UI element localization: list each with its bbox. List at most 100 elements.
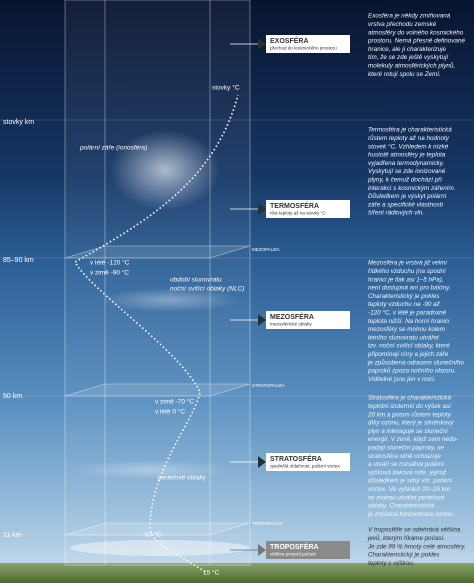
temperature-label: 15 °C [203,569,220,577]
layer-description: Mezosféra je vrstva již velmi [368,260,447,267]
temperature-label: -57 °C [143,531,162,539]
layer-tag [266,541,350,559]
layer-description: energií. V zimě, když sem nedo- [368,436,458,443]
layer-description: růstem teploty až na hodnoty [368,134,450,142]
layer-description: hranice, ale ji charakterizuje [368,46,447,53]
altitude-label: 85–90 km [3,257,34,264]
layer-description: molekuly atmosférických plynů, [368,61,455,69]
nlc-label: noční svítící oblaky (NLC) [170,286,244,293]
tag-arrow [258,314,266,326]
layer-description: tím, že se zde ještě vyskytují [368,54,449,61]
altitude-label: 50 km [3,393,22,400]
layer-description: stratosféra silně ochlazuje [368,453,441,460]
temperature-label: v létě 0 °C [155,408,185,416]
layer-description: výšková tlaková níže, jejímž [368,469,447,476]
tropo-cloud [70,540,250,556]
layer-description: prostoru. Nemá přesně definované [367,38,465,45]
layer-description: šíření rádiových vln. [368,210,424,217]
boundary-label: MEZOPAUZA [252,247,280,252]
layer-description: plyn a interaguje se sluneční [367,428,449,435]
tag-arrow [258,544,266,556]
nacreous-label: perleťové oblaky [157,475,207,482]
layer-description: plyny, k čemuž dochází při [367,176,442,183]
layer-description: padají sluneční paprsky, se [367,444,444,451]
temperature-label: stovky °C [212,84,240,92]
layer-subtitle: většina projevů počasí [270,551,316,557]
altitude-label: stovky km [3,119,34,126]
layer-description: vortex. Ve výškách 20–25 km [368,486,450,493]
boundary-label: TROPOPAUZA [252,521,283,526]
layer-description: 20 km a potom růstem teploty [367,410,452,418]
layer-name: TROPOSFÉRA [270,542,319,551]
layer-description: mezosféry se mohou kolem [368,326,445,333]
ground [0,563,474,583]
tag-arrow [258,456,266,468]
layer-description: teplota nižší. Na horní hranici [368,318,450,325]
layer-description: je způsobena odrazem slunečního [367,358,464,366]
layer-tag [266,453,350,471]
boundary-label: STRATOPAUZA [252,383,285,388]
layer-description: Charakteristický je pokles [368,552,440,559]
layer-description: vrstva přechodu zemské [368,21,437,28]
layer-description: které rotují spolu se Zemí. [368,71,441,78]
layer-description: díky ozónu, který je silněnkový [368,420,454,427]
layer-description: Termosféra je charakteristická [368,127,452,134]
nlc-label: období slunovratu [170,277,222,284]
tag-arrow [258,203,266,215]
layer-description: paprsků zpoza nočního obzoru. [367,367,456,375]
layer-subtitle: přechod do kosmického prostoru [270,46,337,51]
layer-description: Charakteristický je pokles [368,293,440,300]
layer-description: Je zde 99 % hmoty celé atmosféry. [367,543,466,550]
column [64,0,251,566]
layer-description: atmosféry do volného kosmického [368,29,464,36]
temperature-label: v zimě -90 °C [90,269,129,277]
layer-description: důsledkem je silný vítr, polární [368,477,454,485]
layer-description: teplotní izotermií do výšek asi [368,403,451,410]
layer-description: hustotě atmosféry je teplota [368,152,446,159]
layer-description: teploty vzduchu na -90 až [368,301,441,308]
layer-description: V troposféře se odehrává většina [368,527,461,534]
layer-description: Viditelné jsou jen v noci. [368,376,435,383]
nacreous-cloud [70,460,230,480]
layer-description: letního slunovratu utvářet [368,334,439,341]
layer-description: připomínají cirry a jejich záře [367,351,449,358]
layer-description: stovek °C. Vzhledem k nízké [368,142,449,150]
layer-description: se mohou utvářet perleťové [368,494,445,501]
layer-description: a utváří se rozsáhlá polární [368,461,445,468]
altitude-lines [0,119,474,536]
layer-name: MEZOSFÉRA [270,312,314,321]
temperature-label: v létě -120 °C [90,259,130,267]
layer-description: interakci s kosmickým zářením. [368,185,455,192]
layer-description: je zvýšená koncentrace ozónu. [367,511,454,518]
layer-description: teploty s výškou. [368,560,415,567]
aurora-label: polární záře (ionosféra) [79,145,147,152]
temperature-curve [73,94,239,573]
layer-description: záře a specifické vlastnosti [367,201,443,208]
layer-description: jevů, kterým říkáme počasí. [367,534,445,542]
layer-tag [266,311,350,329]
temperature-label: v zimě -70 °C [155,398,194,406]
layer-description: Exosféra je někdy zmiňovaná [368,13,451,20]
layer-description: řídkého vzduchu (na spodní [368,268,447,275]
aurora [110,130,220,210]
layer-subtitle: mezosférické oblaky [270,322,312,327]
layer-description: -120 °C, v létě je paradoxně [368,308,447,316]
layer-description: tzv. noční svítící oblaky, které [368,343,450,350]
layer-name: STRATOSFÉRA [270,454,322,463]
layer-name: TERMOSFÉRA [270,201,319,210]
layer-description: Vyskytují se zde ionizované [368,168,446,175]
layer-tag [266,35,350,53]
tag-arrow [258,38,266,50]
layer-description: hranici je tlak asi 1–5 hPa), [368,276,444,283]
layer-description: Stratosféra je charakteristická [368,395,451,402]
layer-description: vyjadřena termodynamicky. [368,160,444,167]
altitude-label: 11 km [3,532,22,539]
layer-description: oblaky. Charakteristická [368,503,435,510]
layer-name: EXOSFÉRA [270,36,309,45]
layer-description: Důsledkem je výskyt polární [368,192,448,200]
layer-description: není dostupná ani pro balóny. [368,285,451,292]
layer-tag [266,200,350,218]
layer-subtitle: růst teploty až na stovky °C [270,210,326,216]
